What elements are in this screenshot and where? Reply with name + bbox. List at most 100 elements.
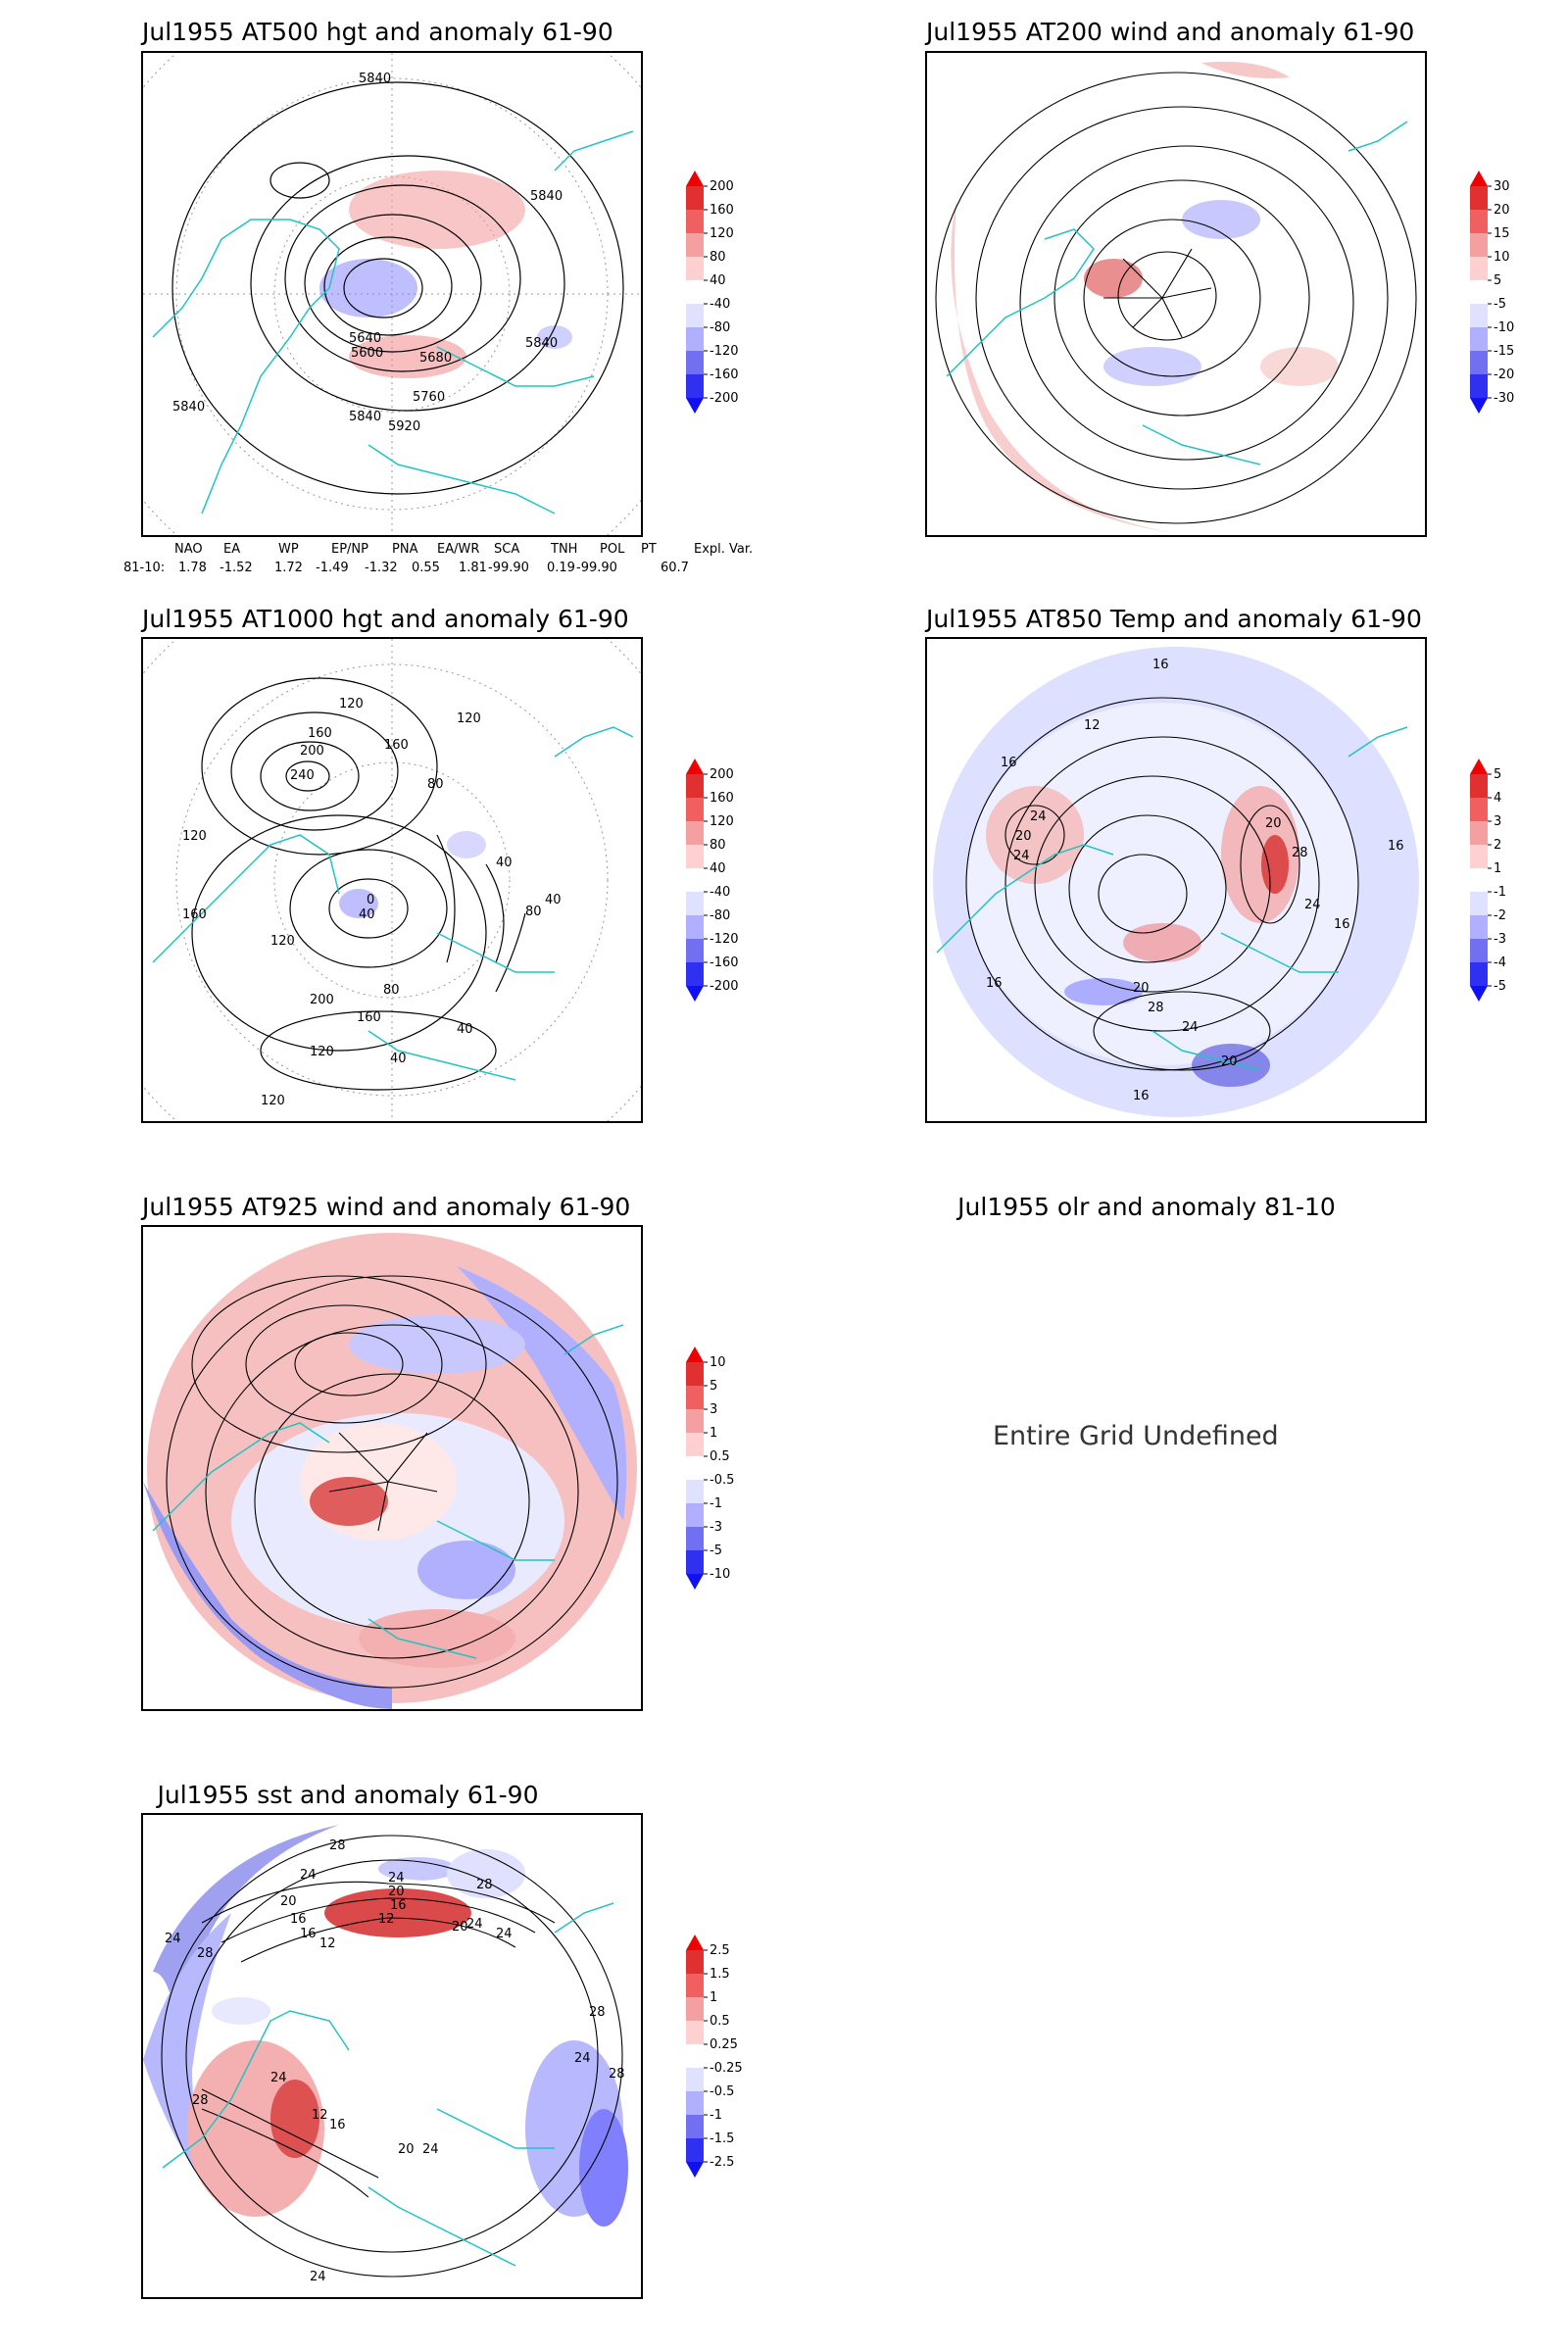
contour-label: 16: [1133, 1089, 1150, 1103]
colorbar-segment: [686, 280, 704, 304]
contour-label: 20: [1133, 981, 1150, 996]
contour-label: 120: [270, 934, 295, 949]
contour-label: 24: [165, 1932, 181, 1946]
panel-title-at200: Jul1955 AT200 wind and anomaly 61-90: [926, 18, 1415, 46]
colorbar-label: 3: [1494, 814, 1501, 829]
panel-title-at925: Jul1955 AT925 wind and anomaly 61-90: [142, 1193, 631, 1221]
colorbar-label: -10: [1494, 320, 1514, 335]
colorbar-label: -80: [710, 908, 730, 923]
colorbar-segment: [686, 210, 704, 233]
colorbar-label: 0.5: [710, 1449, 730, 1464]
colorbar-label: 1: [710, 1426, 717, 1441]
colorbar-segment: [1470, 257, 1488, 280]
colorbar-label: 120: [710, 226, 734, 241]
colorbar-arrow-top: [1470, 171, 1488, 186]
contour-label: 20: [388, 1885, 405, 1899]
colorbar-label: -2.5: [710, 2155, 734, 2170]
contour-label: 80: [525, 905, 542, 919]
contour-label: 40: [457, 1022, 473, 1037]
colorbar-segment: [686, 962, 704, 986]
colorbar-label: -80: [710, 320, 730, 335]
polar-map: 120 160 200 240 160 120 80 120 160 40 0 …: [143, 639, 641, 1121]
contour-label: 24: [1182, 1020, 1199, 1035]
map-at1000: 120 160 200 240 160 120 80 120 160 40 0 …: [141, 637, 643, 1123]
contour-label: 24: [388, 1871, 405, 1886]
index-header-pna: PNA: [392, 542, 418, 557]
panel-title-sst: Jul1955 sst and anomaly 61-90: [157, 1781, 539, 1809]
contour-label: 16: [290, 1912, 307, 1927]
contour-label: 5840: [172, 400, 205, 415]
contour-label: 5640: [349, 331, 381, 346]
colorbar-segment: [686, 304, 704, 327]
colorbar-segment: [686, 351, 704, 374]
colorbar-segment: [686, 2138, 704, 2162]
index-value-eawr: 0.55: [412, 561, 440, 575]
contour-label: 24: [1030, 809, 1047, 824]
panel-title-at850: Jul1955 AT850 Temp and anomaly 61-90: [926, 605, 1422, 633]
contour-label: 20: [398, 2142, 415, 2157]
polar-map: [933, 59, 1419, 533]
colorbar-label: -0.5: [710, 2084, 734, 2099]
colorbar-label: 120: [710, 814, 734, 829]
colorbar-segment: [686, 2115, 704, 2138]
contour-label: 28: [609, 2067, 625, 2082]
contour-label: 20: [452, 1920, 468, 1935]
colorbar-segment: [686, 2021, 704, 2044]
contour-label: 16: [986, 976, 1003, 991]
contour-label: 5840: [349, 410, 381, 424]
colorbar-label: -200: [710, 979, 739, 994]
contour-label: 16: [1334, 917, 1350, 932]
colorbar-segment: [1470, 351, 1488, 374]
undefined-grid-message: Entire Grid Undefined: [993, 1421, 1279, 1451]
colorbar-segment: [686, 798, 704, 821]
contour-label: 160: [308, 726, 332, 741]
colorbar-label: 1: [1494, 861, 1501, 876]
index-value-ea: -1.52: [220, 561, 253, 575]
contour-label: 240: [290, 768, 315, 783]
colorbar-label: 1: [710, 1990, 717, 2005]
contour-label: 120: [339, 697, 364, 711]
colorbar-segment: [686, 1456, 704, 1480]
panel-title-at500: Jul1955 AT500 hgt and anomaly 61-90: [142, 18, 613, 46]
contour-label: 20: [1265, 816, 1282, 831]
contour-label: 5920: [388, 419, 420, 434]
index-value-sca: 1.81: [459, 561, 487, 575]
colorbar-segment: [1470, 821, 1488, 845]
contour-label: 40: [390, 1052, 407, 1066]
contour-label: 160: [182, 907, 207, 922]
colorbar-segment: [1470, 233, 1488, 257]
colorbar-segment: [686, 774, 704, 798]
colorbar-label: -120: [710, 932, 739, 947]
contour-label: 24: [496, 1927, 513, 1941]
polar-map: 16 12 16 24 20 24 20 28 24 16 16 16 20 2…: [933, 647, 1419, 1117]
colorbar-label: 160: [710, 791, 734, 806]
colorbar-label: 1.5: [710, 1967, 730, 1982]
colorbar-label: -40: [710, 885, 730, 900]
colorbar-segment: [686, 1527, 704, 1550]
colorbar-segment: [686, 2044, 704, 2068]
colorbar-segment: [686, 892, 704, 915]
colorbar-label: 200: [710, 179, 734, 194]
colorbar-at500: 200 160 120 80 40 -40 -80 -120 -160 -200: [686, 171, 739, 414]
polar-map: [143, 1233, 637, 1709]
colorbar-label: 5: [1494, 273, 1501, 288]
contour-label: 28: [589, 2005, 606, 2020]
contour-label: 200: [300, 744, 324, 759]
index-header-eawr: EA/WR: [437, 542, 480, 557]
contour-label: 120: [182, 829, 207, 844]
contour-label: 24: [574, 2051, 591, 2066]
contour-label: 24: [1304, 898, 1321, 912]
colorbar-arrow-top: [686, 1347, 704, 1362]
contour-label: 16: [300, 1927, 317, 1941]
colorbar-label: -30: [1494, 391, 1514, 406]
contour-label: 5760: [413, 390, 445, 405]
map-sst: 28 24 24 20 16 24 20 16 12 28 28 24 24 2…: [141, 1813, 643, 2299]
colorbar-segment: [1470, 327, 1488, 351]
polar-map: 28 24 24 20 16 24 20 16 12 28 28 24 24 2…: [143, 1821, 637, 2291]
colorbar-segment: [686, 1974, 704, 1997]
contour-label: 24: [422, 2142, 439, 2157]
colorbar-segment: [686, 1503, 704, 1527]
index-header-wp: WP: [278, 542, 299, 557]
map-at200: [925, 51, 1427, 537]
colorbar-segment: [686, 1409, 704, 1433]
